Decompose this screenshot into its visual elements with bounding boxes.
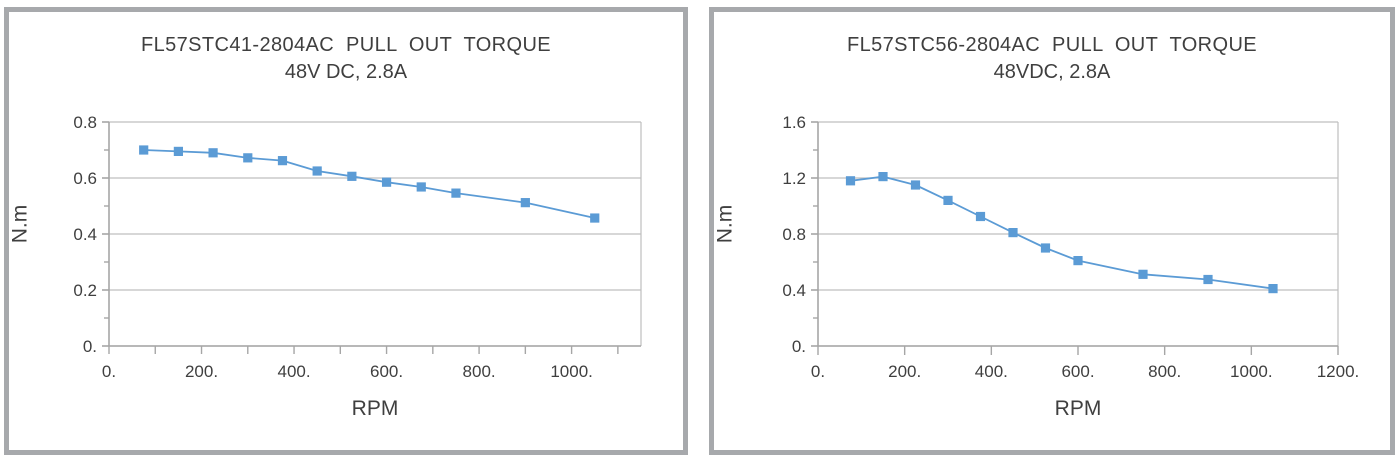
x-tick-label: 600. bbox=[370, 362, 403, 381]
y-tick-label: 0.2 bbox=[73, 281, 97, 300]
y-tick-label: 0.6 bbox=[73, 169, 97, 188]
series-marker bbox=[975, 211, 986, 222]
series-line bbox=[850, 175, 1274, 290]
y-tick-label: 0.8 bbox=[782, 225, 806, 244]
chart-right-title: FL57STC56-2804AC PULL OUT TORQUE bbox=[846, 34, 1258, 56]
chart-panel-right: FL57STC56-2804AC PULL OUT TORQUE 48VDC, … bbox=[709, 7, 1395, 455]
y-tick-label: 1.2 bbox=[782, 169, 806, 188]
series-marker bbox=[943, 195, 953, 205]
x-tick-label: 1000. bbox=[1230, 362, 1273, 381]
series-marker bbox=[1073, 256, 1083, 266]
y-tick-label: 1.6 bbox=[782, 113, 806, 132]
y-tick-label: 0.4 bbox=[782, 281, 806, 300]
series-line bbox=[143, 149, 595, 219]
series-marker bbox=[139, 145, 149, 155]
series-marker bbox=[520, 198, 530, 208]
series-marker bbox=[208, 148, 218, 158]
series-marker bbox=[1203, 274, 1213, 285]
x-tick-label: 200. bbox=[888, 362, 921, 381]
chart-right-subtitle: 48VDC, 2.8A bbox=[993, 61, 1111, 83]
series-marker bbox=[878, 172, 888, 182]
series-marker bbox=[381, 177, 392, 187]
series-marker bbox=[1138, 269, 1148, 279]
chart-left-plot-area: 0. 0.2 0.4 0.6 0.8 0. 200. 400. 600. 800. 1000. bbox=[67, 108, 667, 384]
chart-left-title: FL57STC41-2804AC PULL OUT TORQUE bbox=[140, 34, 552, 56]
series-marker bbox=[312, 166, 322, 176]
y-tick-label: 0.4 bbox=[73, 225, 97, 244]
series-marker bbox=[910, 180, 921, 190]
series-marker bbox=[590, 213, 600, 223]
series-marker bbox=[277, 156, 288, 166]
x-tick-label: 800. bbox=[463, 362, 496, 381]
chart-right-x-axis-title: RPM bbox=[1054, 397, 1102, 420]
plot-svg: 0. 0.2 0.4 0.6 0.8 0. 200. 400. 600. 800. 1000. bbox=[73, 113, 642, 381]
series-marker bbox=[845, 176, 856, 186]
plot-svg: 0. 0.4 0.8 1.2 1.6 0. 200. 400. 600. 800. 1000. 120… bbox=[782, 113, 1360, 381]
series-marker bbox=[173, 146, 183, 156]
y-tick-label: 0. bbox=[83, 337, 97, 356]
series-marker bbox=[243, 153, 253, 163]
series-marker bbox=[347, 171, 357, 181]
x-tick-label: 600. bbox=[1061, 362, 1094, 381]
chart-right-plot-area: 0. 0.4 0.8 1.2 1.6 0. 200. 400. 600. 800. 1000. 120… bbox=[770, 108, 1382, 384]
series-marker bbox=[1040, 243, 1051, 253]
x-tick-label: 400. bbox=[277, 362, 310, 381]
x-tick-label: 0. bbox=[102, 362, 116, 381]
y-tick-label: 0.8 bbox=[73, 113, 97, 132]
x-tick-label: 200. bbox=[185, 362, 218, 381]
x-tick-label: 1200. bbox=[1317, 362, 1360, 381]
chart-panel-left: FL57STC41-2804AC PULL OUT TORQUE 48V DC,… bbox=[4, 7, 688, 455]
series-marker bbox=[416, 182, 426, 192]
chart-right: FL57STC56-2804AC PULL OUT TORQUE 48VDC, … bbox=[713, 12, 1390, 450]
chart-left-y-axis-title: N.m bbox=[8, 204, 32, 244]
chart-left-subtitle: 48V DC, 2.8A bbox=[284, 61, 408, 83]
series-marker bbox=[451, 188, 461, 198]
series-marker bbox=[1268, 284, 1278, 294]
x-tick-label: 1000. bbox=[550, 362, 593, 381]
chart-left: FL57STC41-2804AC PULL OUT TORQUE 48V DC,… bbox=[8, 12, 683, 450]
chart-left-x-axis-title: RPM bbox=[351, 397, 399, 420]
y-tick-label: 0. bbox=[792, 337, 806, 356]
series-marker bbox=[1008, 228, 1018, 238]
x-tick-label: 0. bbox=[811, 362, 825, 381]
x-tick-label: 400. bbox=[975, 362, 1008, 381]
chart-right-y-axis-title: N.m bbox=[713, 204, 737, 244]
x-tick-label: 800. bbox=[1148, 362, 1181, 381]
